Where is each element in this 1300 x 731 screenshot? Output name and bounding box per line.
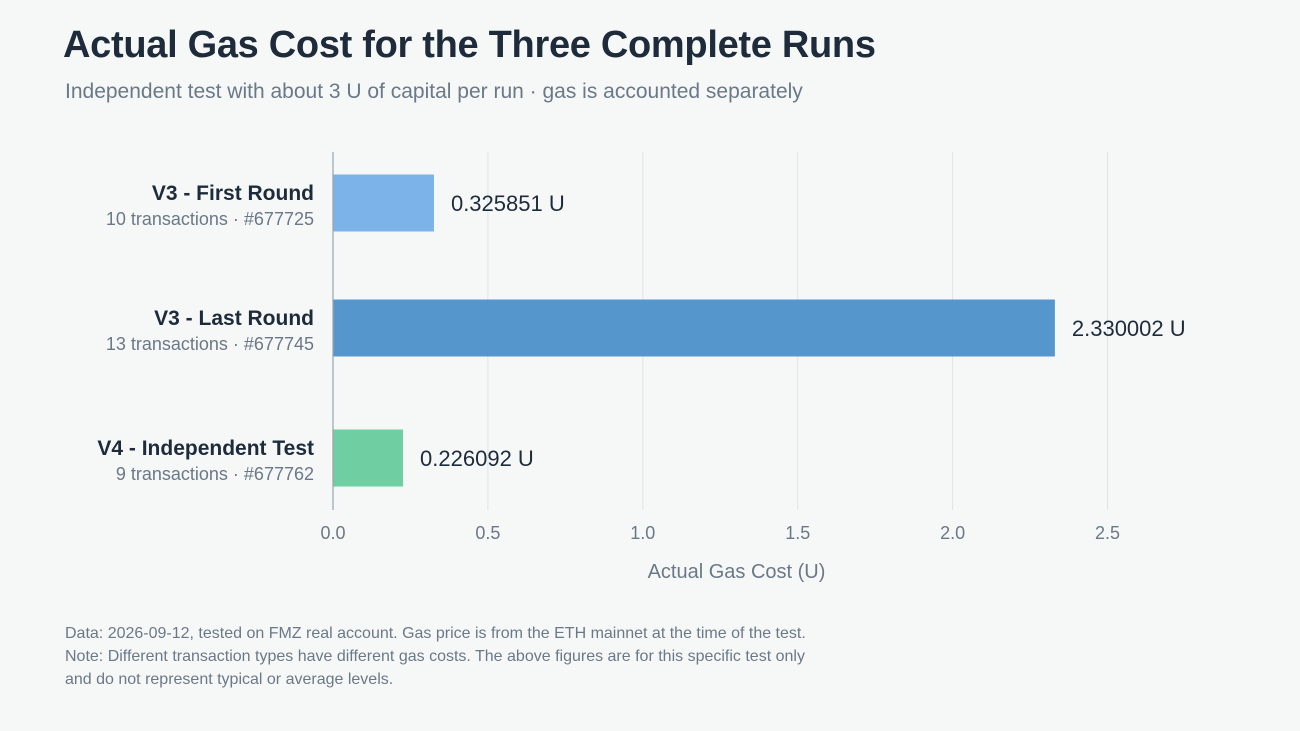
footnote-line: Data: 2026-09-12, tested on FMZ real acc…	[65, 625, 806, 642]
footnotes: Data: 2026-09-12, tested on FMZ real acc…	[65, 622, 1245, 691]
x-tick-label: 2.0	[940, 523, 965, 543]
bar-value-label: 0.226092 U	[420, 446, 534, 471]
category-label: V3 - Last Round	[154, 307, 314, 330]
category-labels: V3 - First Round 10 transactions · #67772…	[97, 182, 314, 484]
footnote-line: Note: Different transaction types have d…	[65, 648, 805, 665]
x-axis-label: Actual Gas Cost (U)	[648, 561, 826, 583]
x-tick-labels: 0.0 0.5 1.0 1.5 2.0 2.5	[320, 523, 1120, 543]
x-tick-label: 1.5	[785, 523, 810, 543]
bar-value-label: 2.330002 U	[1072, 316, 1186, 341]
bar-value-label: 0.325851 U	[451, 191, 565, 216]
chart-title: Actual Gas Cost for the Three Complete R…	[63, 24, 876, 66]
bars: 0.325851 U 2.330002 U 0.226092 U	[333, 174, 1186, 487]
x-tick-label: 1.0	[630, 523, 655, 543]
category-label: V4 - Independent Test	[97, 437, 314, 460]
bar	[333, 429, 404, 487]
bar	[333, 174, 434, 232]
bar-chart: 0.325851 U 2.330002 U 0.226092 U V3 - Firs…	[97, 152, 1186, 583]
x-tick-label: 2.5	[1095, 523, 1120, 543]
footnote-line: and do not represent typical or average …	[65, 671, 394, 688]
x-tick-label: 0.5	[475, 523, 500, 543]
category-label: V3 - First Round	[152, 182, 314, 205]
category-detail: 10 transactions · #677725	[106, 209, 314, 229]
category-detail: 13 transactions · #677745	[106, 334, 314, 354]
bar	[333, 299, 1055, 357]
x-tick-label: 0.0	[320, 523, 345, 543]
chart-subtitle: Independent test with about 3 U of capit…	[65, 80, 803, 103]
category-detail: 9 transactions · #677762	[116, 464, 314, 484]
